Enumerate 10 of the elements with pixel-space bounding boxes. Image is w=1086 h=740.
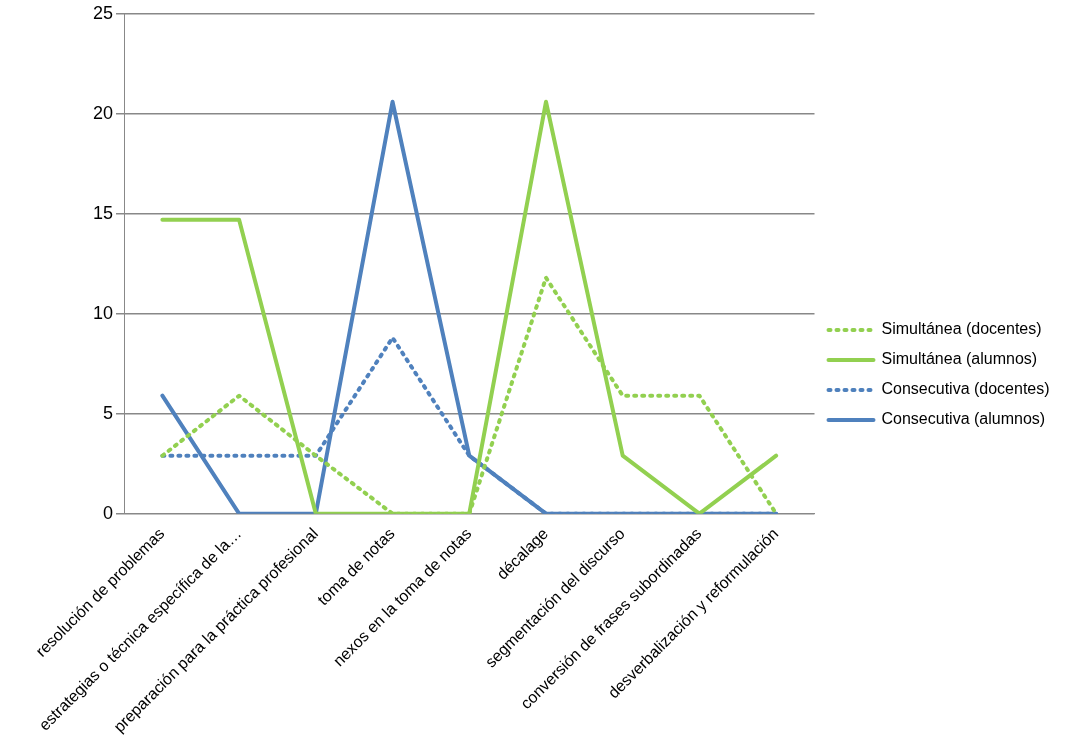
legend-label: Simultánea (alumnos) [881, 350, 1038, 368]
y-tick-label: 0 [103, 502, 114, 523]
y-tick-label: 20 [92, 102, 114, 123]
y-tick-label: 15 [92, 202, 114, 223]
y-tick-label: 10 [92, 302, 114, 323]
legend-label: Consecutiva (docentes) [881, 380, 1050, 398]
y-tick-label: 5 [103, 402, 114, 423]
legend-label: Simultánea (docentes) [881, 320, 1042, 338]
y-tick-label: 25 [92, 2, 114, 23]
legend-label: Consecutiva (alumnos) [881, 410, 1046, 428]
